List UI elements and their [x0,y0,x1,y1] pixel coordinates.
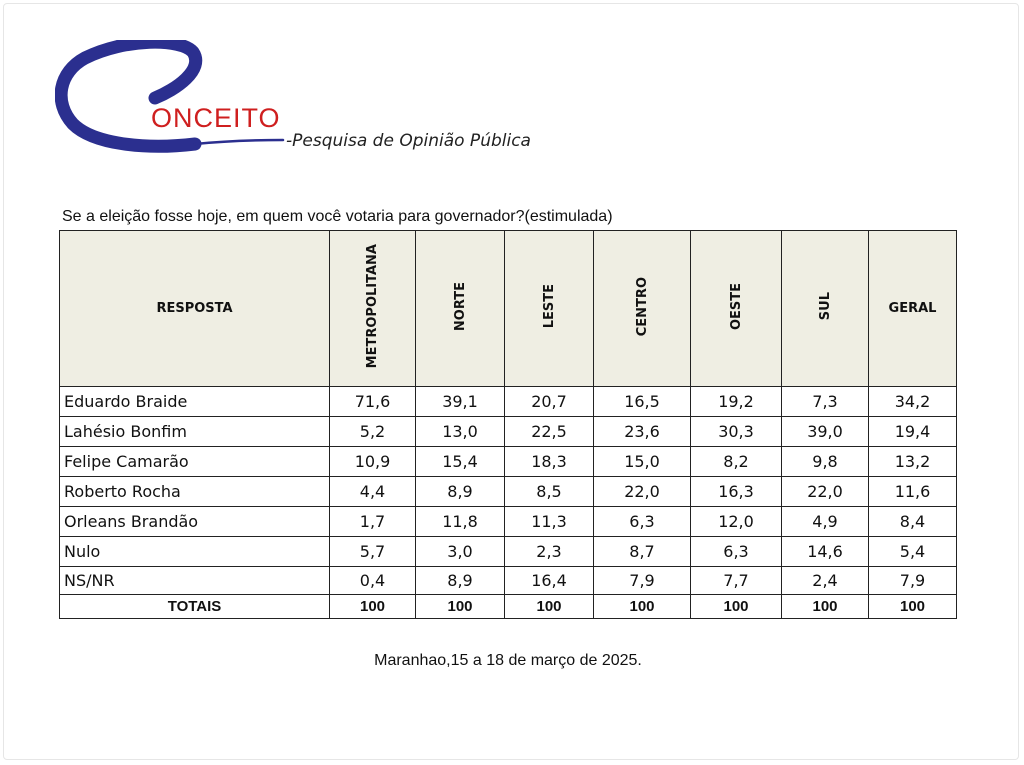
total-value: 100 [690,594,782,619]
page-frame [3,3,1019,760]
table-row: Nulo 5,7 3,0 2,3 8,7 6,3 14,6 5,4 [59,536,957,567]
total-value: 100 [781,594,869,619]
cell-value: 3,0 [415,536,505,567]
cell-value: 6,3 [593,506,691,537]
table-row: Lahésio Bonfim 5,2 13,0 22,5 23,6 30,3 3… [59,416,957,447]
cell-value: 34,2 [868,386,957,417]
col-header-norte: NORTE [415,230,505,387]
table-row: Roberto Rocha 4,4 8,9 8,5 22,0 16,3 22,0… [59,476,957,507]
cell-value: 8,9 [415,476,505,507]
row-label: Roberto Rocha [59,476,330,507]
cell-value: 23,6 [593,416,691,447]
totals-label: TOTAIS [59,594,330,619]
table-row: NS/NR 0,4 8,9 16,4 7,9 7,7 2,4 7,9 [59,566,957,595]
cell-value: 22,5 [504,416,594,447]
total-value: 100 [868,594,957,619]
cell-value: 1,7 [329,506,416,537]
cell-value: 8,4 [868,506,957,537]
cell-value: 8,5 [504,476,594,507]
results-table: RESPOSTA METROPOLITANA NORTE LESTE CENTR… [59,230,957,619]
cell-value: 5,2 [329,416,416,447]
col-header-leste: LESTE [504,230,594,387]
table-row: Eduardo Braide 71,6 39,1 20,7 16,5 19,2 … [59,386,957,417]
cell-value: 4,9 [781,506,869,537]
cell-value: 9,8 [781,446,869,477]
row-label: Lahésio Bonfim [59,416,330,447]
cell-value: 22,0 [593,476,691,507]
col-header-sul: SUL [781,230,869,387]
cell-value: 71,6 [329,386,416,417]
row-label: Eduardo Braide [59,386,330,417]
cell-value: 5,7 [329,536,416,567]
cell-value: 12,0 [690,506,782,537]
logo-text: ONCEITO [151,103,281,133]
row-label: Orleans Brandão [59,506,330,537]
cell-value: 15,4 [415,446,505,477]
cell-value: 19,2 [690,386,782,417]
cell-value: 16,3 [690,476,782,507]
cell-value: 13,0 [415,416,505,447]
cell-value: 13,2 [868,446,957,477]
cell-value: 8,9 [415,566,505,595]
question-text: Se a eleição fosse hoje, em quem você vo… [62,208,613,225]
logo-swoosh-icon [55,40,285,153]
row-label: Nulo [59,536,330,567]
cell-value: 22,0 [781,476,869,507]
footer-date-location: Maranhao,15 a 18 de março de 2025. [374,652,642,669]
total-value: 100 [593,594,691,619]
cell-value: 16,5 [593,386,691,417]
cell-value: 7,7 [690,566,782,595]
cell-value: 10,9 [329,446,416,477]
total-value: 100 [415,594,505,619]
cell-value: 7,9 [868,566,957,595]
conceito-logo: ONCEITO [55,40,295,155]
table-header-row: RESPOSTA METROPOLITANA NORTE LESTE CENTR… [59,230,957,387]
table-row: Orleans Brandão 1,7 11,8 11,3 6,3 12,0 4… [59,506,957,537]
total-value: 100 [504,594,594,619]
col-header-oeste: OESTE [690,230,782,387]
cell-value: 7,3 [781,386,869,417]
cell-value: 11,3 [504,506,594,537]
cell-value: 6,3 [690,536,782,567]
cell-value: 14,6 [781,536,869,567]
cell-value: 20,7 [504,386,594,417]
cell-value: 8,2 [690,446,782,477]
col-header-centro: CENTRO [593,230,691,387]
col-header-metropolitana: METROPOLITANA [329,230,416,387]
cell-value: 39,1 [415,386,505,417]
cell-value: 39,0 [781,416,869,447]
row-label: NS/NR [59,566,330,595]
cell-value: 5,4 [868,536,957,567]
subtitle: -Pesquisa de Opinião Pública [286,131,531,151]
cell-value: 2,3 [504,536,594,567]
cell-value: 2,4 [781,566,869,595]
cell-value: 0,4 [329,566,416,595]
row-label: Felipe Camarão [59,446,330,477]
cell-value: 4,4 [329,476,416,507]
cell-value: 19,4 [868,416,957,447]
cell-value: 11,6 [868,476,957,507]
cell-value: 11,8 [415,506,505,537]
cell-value: 15,0 [593,446,691,477]
total-value: 100 [329,594,416,619]
totals-row: TOTAIS 100 100 100 100 100 100 100 [59,594,957,619]
cell-value: 16,4 [504,566,594,595]
col-header-geral: GERAL [868,230,957,387]
cell-value: 8,7 [593,536,691,567]
cell-value: 30,3 [690,416,782,447]
cell-value: 18,3 [504,446,594,477]
col-header-resposta: RESPOSTA [59,230,330,387]
table-row: Felipe Camarão 10,9 15,4 18,3 15,0 8,2 9… [59,446,957,477]
cell-value: 7,9 [593,566,691,595]
